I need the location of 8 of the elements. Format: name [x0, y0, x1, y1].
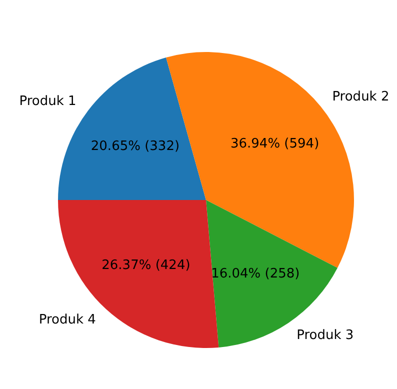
data-label: 20.65% (332): [90, 138, 180, 154]
slice-label: Produk 1: [19, 94, 76, 110]
data-label: 16.04% (258): [211, 266, 300, 282]
slice-label: Produk 4: [38, 312, 96, 328]
slice-label: Produk 3: [296, 328, 354, 343]
data-label: 26.37% (424): [102, 258, 190, 273]
slice-label: Produk 2: [332, 90, 390, 105]
data-label: 36.94% (594): [230, 136, 320, 152]
